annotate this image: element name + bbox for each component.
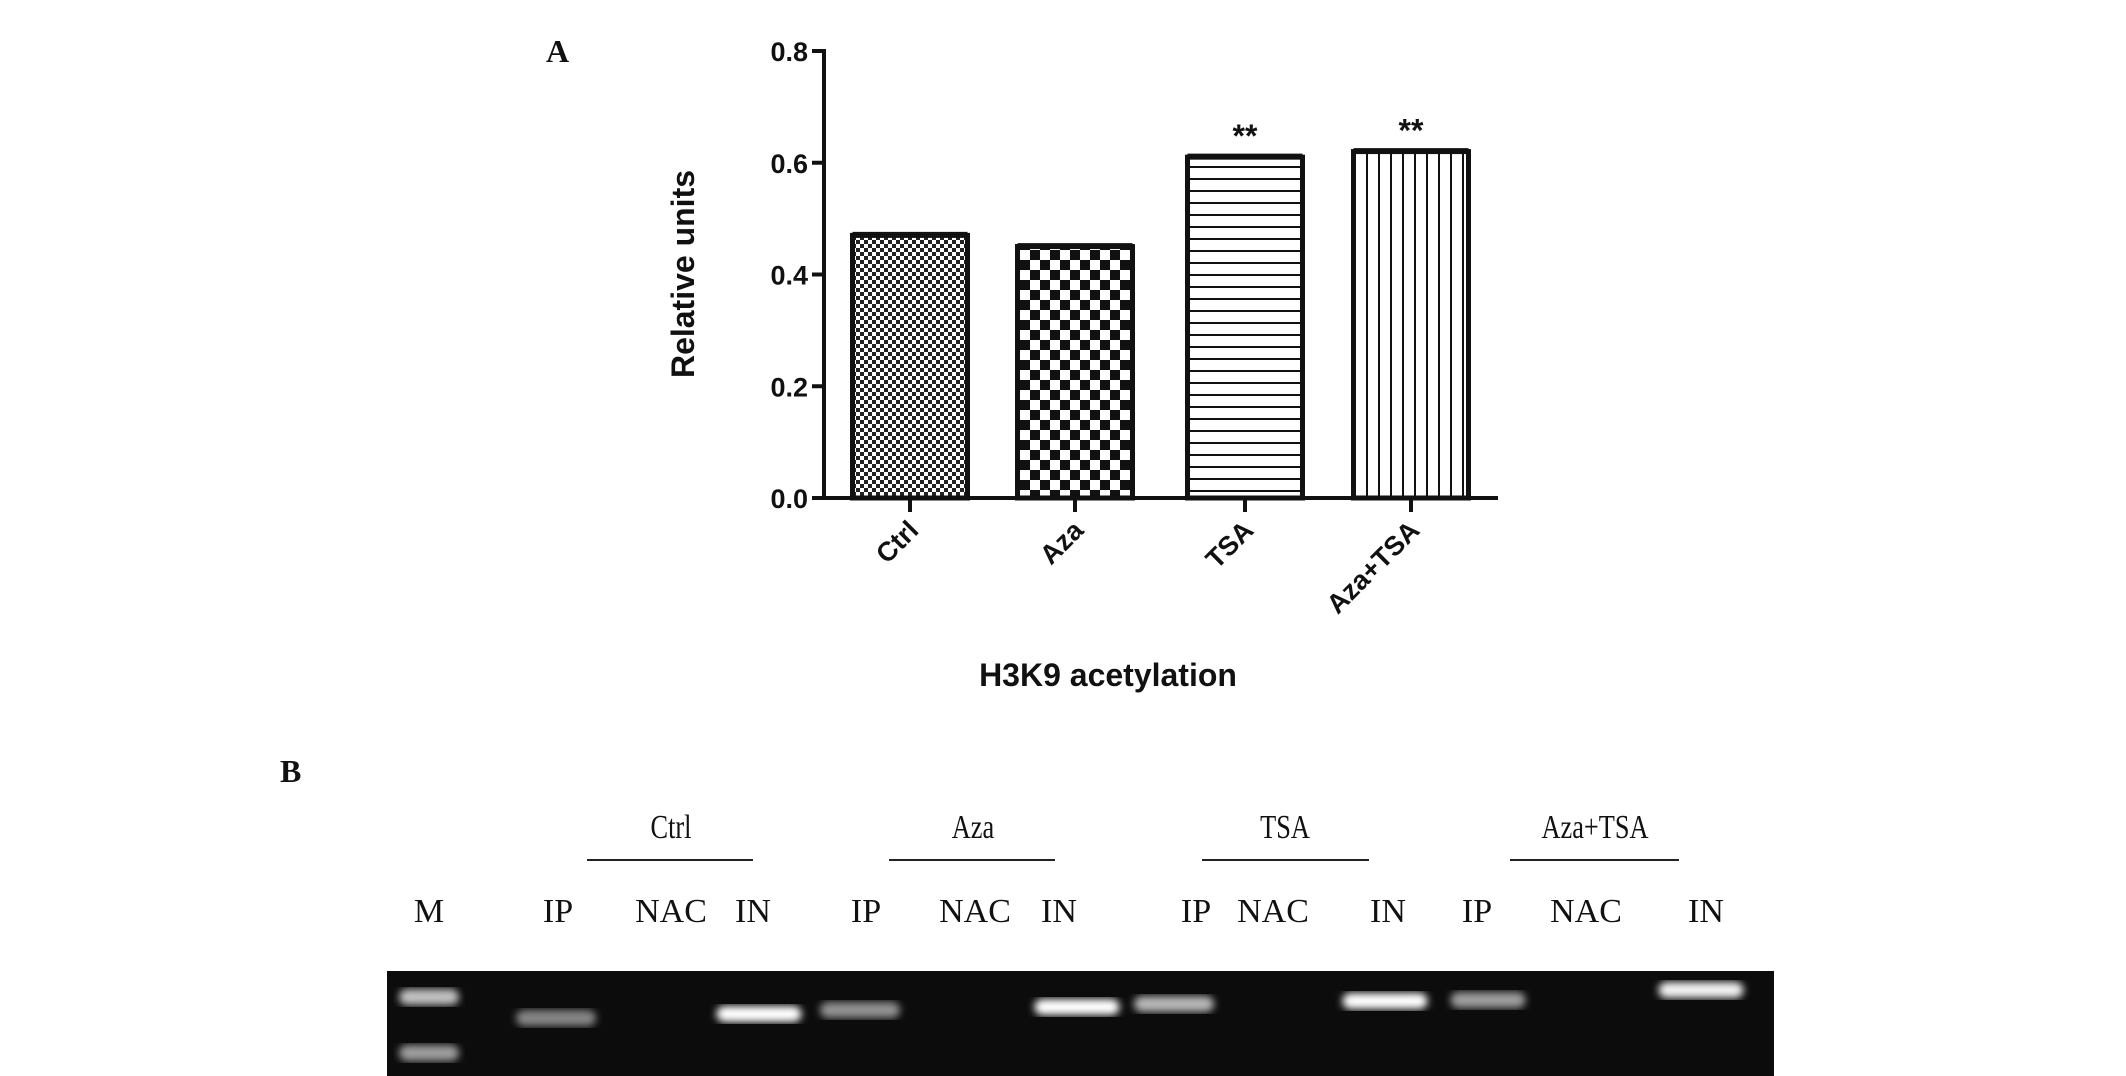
group-label: Ctrl <box>651 808 692 846</box>
lane-label: IN <box>1041 893 1077 930</box>
panel-b-label: B <box>280 753 301 789</box>
y-axis-label: Relative units <box>665 170 701 378</box>
x-axis-label: H3K9 acetylation <box>979 657 1237 693</box>
gel-labels: Ctrl Aza TSA Aza+TSA M IP NAC IN IP NAC IN IP NAC IN I… <box>414 808 1724 930</box>
lane-label: NAC <box>1550 893 1622 930</box>
x-tick-label: Ctrl <box>870 515 924 569</box>
gel-band <box>1034 999 1120 1015</box>
lane-label: NAC <box>635 893 707 930</box>
gel-band <box>1342 993 1428 1009</box>
gel-band <box>1450 992 1526 1008</box>
lane-label: IP <box>851 893 881 930</box>
x-tick-label: Aza+TSA <box>1321 515 1426 620</box>
lane-label: IP <box>543 893 573 930</box>
bar-chart: 0.0 0.2 0.4 0.6 0.8 Ctrl Aza TSA ** Aza+TSA ** <box>770 37 1498 620</box>
lane-label: IP <box>1462 893 1492 930</box>
significance-marker: ** <box>1233 118 1258 154</box>
y-tick-label: 0.4 <box>770 261 808 291</box>
bar-tsa <box>1185 154 1305 501</box>
lane-label: IP <box>1181 893 1211 930</box>
y-tick-label: 0.6 <box>770 149 808 179</box>
x-tick-label: Aza <box>1034 514 1090 570</box>
bar-ctrl <box>850 232 970 501</box>
lane-label: IN <box>735 893 771 930</box>
lane-label: NAC <box>939 893 1011 930</box>
gel-band <box>716 1006 802 1022</box>
group-label: TSA <box>1260 808 1310 846</box>
lane-label: IN <box>1370 893 1406 930</box>
gel-band <box>1134 996 1214 1012</box>
bar-aza-tsa <box>1351 149 1471 501</box>
group-label: Aza <box>952 808 995 846</box>
y-tick-label: 0.0 <box>770 484 808 514</box>
group-label: Aza+TSA <box>1541 808 1648 846</box>
lane-label: NAC <box>1237 893 1309 930</box>
gel-image <box>387 971 1774 1076</box>
lane-label: M <box>414 893 444 930</box>
significance-marker: ** <box>1399 113 1424 149</box>
gel-band <box>516 1010 596 1026</box>
gel-band <box>820 1002 900 1018</box>
gel-band <box>1658 982 1744 998</box>
y-tick-label: 0.8 <box>770 37 808 67</box>
lane-label: IN <box>1688 893 1724 930</box>
gel-band <box>399 1045 459 1061</box>
bar-aza <box>1015 244 1135 501</box>
x-tick-label: TSA <box>1200 515 1259 574</box>
y-tick-label: 0.2 <box>770 372 808 402</box>
gel-background <box>387 971 1774 1076</box>
panel-a-label: A <box>546 33 569 69</box>
gel-band <box>399 989 459 1005</box>
